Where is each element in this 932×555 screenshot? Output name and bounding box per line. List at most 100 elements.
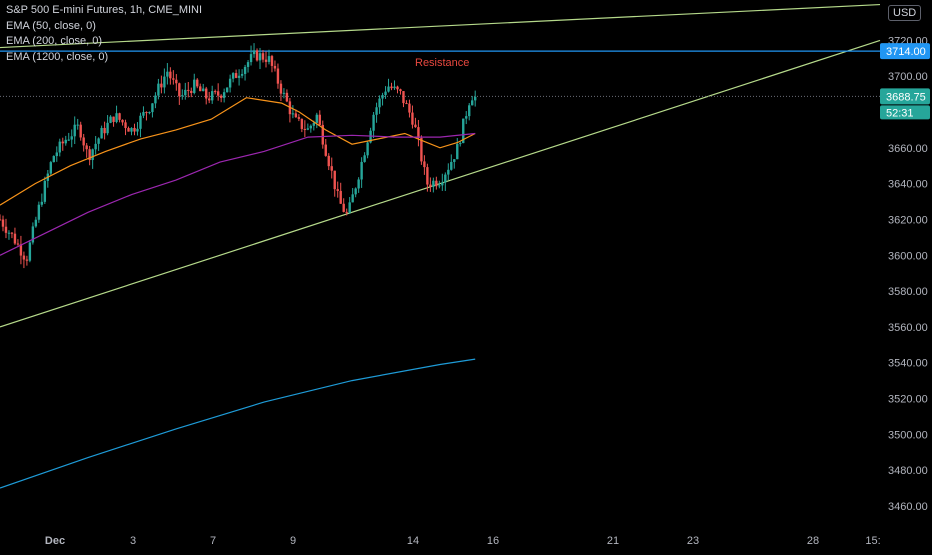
indicator-ema1200[interactable]: EMA (1200, close, 0) <box>6 50 109 63</box>
candle-body <box>184 89 187 96</box>
indicator-ema200[interactable]: EMA (200, close, 0) <box>6 35 102 47</box>
candle-body <box>181 95 184 97</box>
candle-body <box>190 90 193 93</box>
candle-body <box>327 155 330 167</box>
candle-body <box>471 100 474 106</box>
candle-body <box>210 91 214 101</box>
candle-body <box>121 119 124 123</box>
resistance-price-badge: 3714.00 <box>880 43 930 60</box>
candle-body <box>85 145 88 150</box>
candle-body <box>19 244 23 256</box>
candle-body <box>462 118 465 144</box>
resistance-label: Resistance <box>415 57 469 69</box>
candle-body <box>163 76 166 88</box>
candle-body <box>435 180 438 187</box>
candle-body <box>351 194 354 203</box>
candle-body <box>4 226 8 233</box>
candle-body <box>468 105 471 117</box>
candle-body <box>282 92 286 94</box>
candle-body <box>348 202 351 213</box>
candle-body <box>309 125 313 129</box>
candle-body <box>318 114 321 125</box>
candle-body <box>228 78 232 88</box>
candle-body <box>453 159 456 162</box>
candle-body <box>267 56 271 62</box>
candle-body <box>115 113 118 122</box>
candle-body <box>321 124 324 145</box>
candle-body <box>118 113 121 120</box>
candle-body <box>384 91 387 96</box>
candle-body <box>279 83 283 94</box>
x-tick-label: 21 <box>607 535 619 547</box>
candle-body <box>91 149 94 161</box>
candle-body <box>366 142 369 156</box>
x-tick-label: 28 <box>807 535 819 547</box>
candle-body <box>88 149 91 161</box>
candle-body <box>136 128 139 132</box>
candle-body <box>205 88 208 99</box>
candle-body <box>202 88 205 92</box>
candle-body <box>10 232 14 234</box>
candle-body <box>157 83 160 96</box>
ema200-line <box>0 132 476 256</box>
y-tick-label: 3520.00 <box>888 394 928 406</box>
candle-body <box>160 83 163 88</box>
candle-body <box>28 242 32 261</box>
candle-body <box>360 161 363 180</box>
candle-body <box>139 115 142 129</box>
candle-body <box>387 86 390 92</box>
indicator-ema50[interactable]: EMA (50, close, 0) <box>6 19 96 32</box>
symbol-title[interactable]: S&P 500 E-mini Futures, 1h, CME_MINI <box>6 4 203 16</box>
candle-body <box>345 211 348 213</box>
candle-body <box>109 116 112 123</box>
y-tick-label: 3460.00 <box>888 501 928 513</box>
countdown-badge-text: 52:31 <box>886 107 914 119</box>
candle-body <box>216 91 220 96</box>
candle-body <box>459 143 462 145</box>
candle-body <box>240 73 244 76</box>
candle-body <box>405 103 408 105</box>
candle-body <box>429 184 432 187</box>
candle-body <box>336 189 339 191</box>
candle-body <box>79 124 82 138</box>
candle-body <box>82 137 85 146</box>
candle-body <box>52 156 55 163</box>
candle-body <box>381 95 384 99</box>
candle-body <box>312 122 316 126</box>
candle-body <box>306 128 310 130</box>
candle-body <box>37 204 41 220</box>
candle-body <box>246 62 250 67</box>
candle-body <box>249 54 253 63</box>
currency-button[interactable]: USD <box>888 5 922 21</box>
candle-body <box>465 116 468 119</box>
candle-body <box>399 89 402 92</box>
candle-body <box>112 116 115 122</box>
candle-body <box>73 124 76 137</box>
candle-body <box>0 219 2 221</box>
candle-body <box>61 141 64 144</box>
candle-body <box>252 50 256 55</box>
candle-body <box>432 180 435 187</box>
legend: S&P 500 E-mini Futures, 1h, CME_MINI EMA… <box>6 3 202 65</box>
candle-body <box>22 255 26 260</box>
candle-body <box>142 112 145 116</box>
candle-body <box>438 185 441 187</box>
candle-body <box>264 59 268 62</box>
candle-body <box>169 71 172 79</box>
candle-body <box>261 53 265 60</box>
candle-body <box>393 86 396 89</box>
y-tick-label: 3540.00 <box>888 358 928 370</box>
candle-body <box>285 92 289 102</box>
candle-body <box>151 103 154 113</box>
candle-body <box>193 79 196 93</box>
candle-body <box>49 162 53 174</box>
candle-body <box>333 170 336 190</box>
candle-body <box>67 139 70 141</box>
candle-body <box>64 139 67 144</box>
candle-body <box>315 114 318 123</box>
candle-body <box>154 95 157 104</box>
x-tick-label: 9 <box>290 535 296 547</box>
candle-body <box>258 53 262 61</box>
